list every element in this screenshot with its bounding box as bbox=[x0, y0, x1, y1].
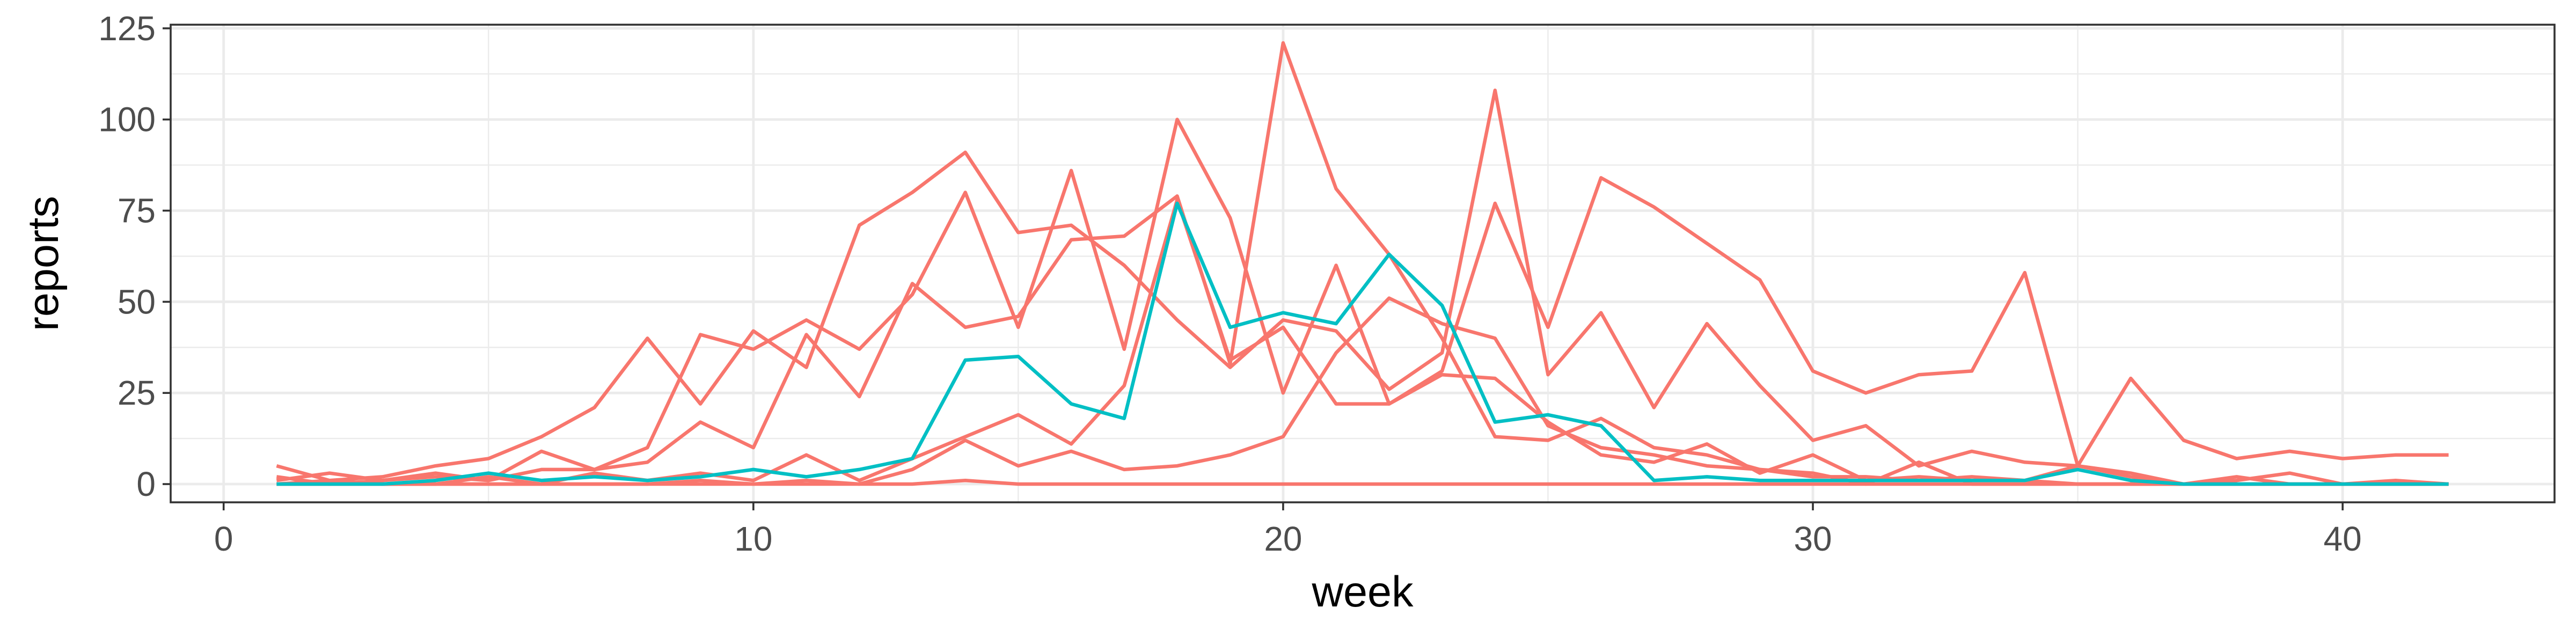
y-tick-label: 75 bbox=[118, 191, 156, 230]
x-tick-label: 0 bbox=[214, 519, 233, 558]
y-tick-label: 25 bbox=[118, 374, 156, 412]
x-tick-label: 10 bbox=[734, 519, 772, 558]
series-line-6 bbox=[276, 478, 2449, 486]
x-tick-label: 20 bbox=[1264, 519, 1302, 558]
y-tick-label: 125 bbox=[98, 9, 156, 48]
x-tick-label: 40 bbox=[2324, 519, 2362, 558]
axes: 0 10 20 30 40 0 25 50 75 100 125 bbox=[98, 9, 2362, 558]
grid-lines bbox=[171, 25, 2555, 502]
series-line-2 bbox=[276, 118, 2449, 482]
series-line-7 bbox=[276, 201, 2449, 486]
x-axis-title: week bbox=[1311, 568, 1414, 616]
y-tick-label: 100 bbox=[98, 100, 156, 139]
panel-background bbox=[171, 25, 2555, 502]
panel-border bbox=[170, 24, 2556, 503]
series-lines bbox=[276, 41, 2449, 486]
y-axis-title: reports bbox=[19, 196, 68, 331]
y-tick-label: 0 bbox=[136, 465, 156, 503]
x-tick-label: 30 bbox=[1794, 519, 1832, 558]
y-tick-label: 50 bbox=[118, 282, 156, 321]
